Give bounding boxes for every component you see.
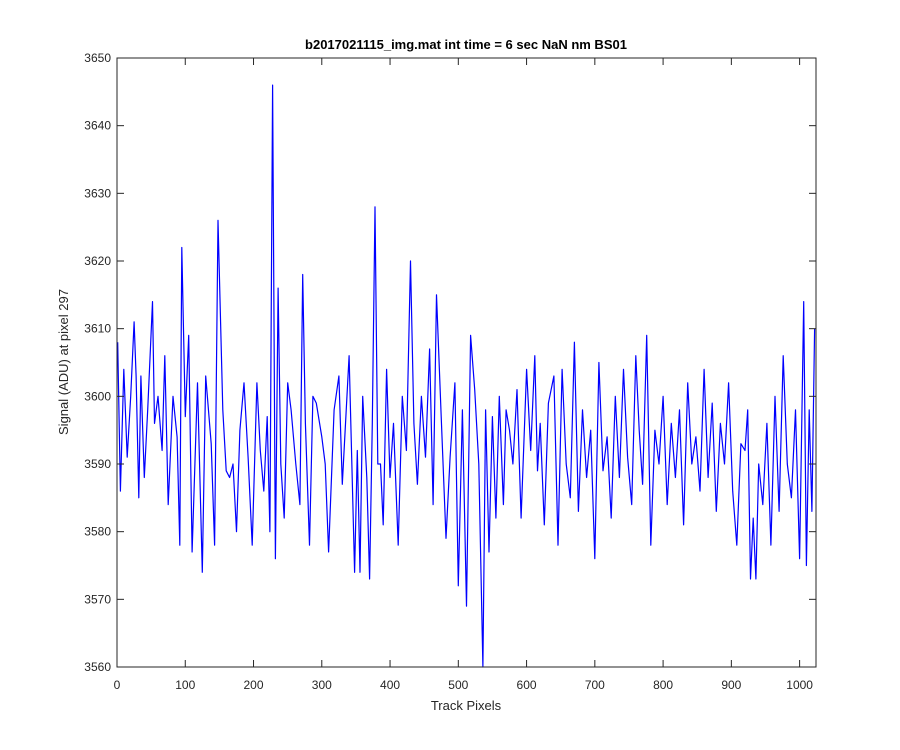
x-tick-label: 200	[244, 678, 264, 692]
tick-layer: 0 100 200 300 400 500 600 700 800 900 1000 3560 3570…	[84, 51, 816, 692]
y-tick-label: 3640	[84, 119, 111, 133]
x-tick-label: 100	[175, 678, 195, 692]
x-tick-label: 500	[448, 678, 468, 692]
y-tick-label: 3600	[84, 389, 111, 403]
x-tick-label: 0	[114, 678, 121, 692]
y-tick-label: 3620	[84, 254, 111, 268]
y-tick-label: 3610	[84, 322, 111, 336]
x-tick-label: 800	[653, 678, 673, 692]
x-tick-label: 600	[517, 678, 537, 692]
y-axis-title: Signal (ADU) at pixel 297	[56, 289, 71, 435]
axes-background	[117, 58, 816, 667]
x-axis-title: Track Pixels	[431, 698, 502, 713]
y-tick-label: 3590	[84, 457, 111, 471]
y-tick-label: 3580	[84, 525, 111, 539]
x-tick-label: 400	[380, 678, 400, 692]
series-layer	[117, 84, 816, 668]
x-tick-label: 700	[585, 678, 605, 692]
x-tick-label: 900	[721, 678, 741, 692]
y-tick-label: 3570	[84, 592, 111, 606]
y-tick-label: 3560	[84, 660, 111, 674]
series-line	[117, 84, 816, 668]
chart-title: b2017021115_img.mat int time = 6 sec NaN…	[305, 37, 627, 52]
y-tick-label: 3630	[84, 186, 111, 200]
y-tick-label: 3650	[84, 51, 111, 65]
x-tick-label: 300	[312, 678, 332, 692]
axes-box	[116, 57, 817, 668]
x-tick-label: 1000	[786, 678, 813, 692]
